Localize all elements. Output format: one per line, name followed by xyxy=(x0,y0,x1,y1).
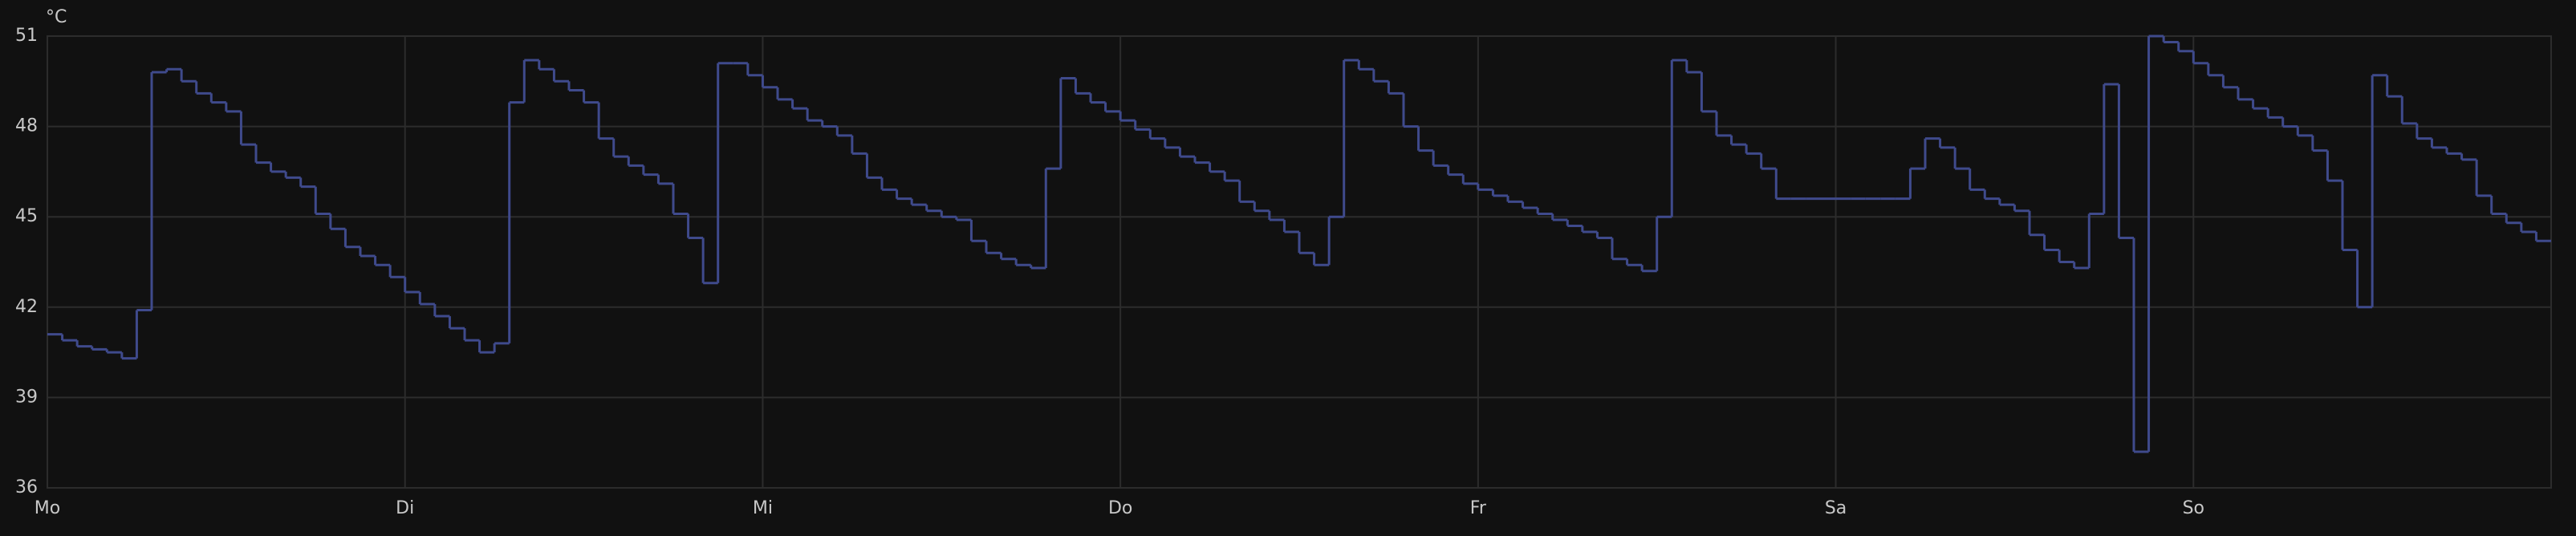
y-tick-label: 51 xyxy=(15,26,38,46)
y-tick-label: 36 xyxy=(15,477,38,497)
y-tick-label: 42 xyxy=(15,297,38,317)
y-tick-label: 45 xyxy=(15,206,38,226)
x-tick-label: Fr xyxy=(1470,498,1487,518)
y-tick-label: 39 xyxy=(15,387,38,407)
y-tick-label: 48 xyxy=(15,116,38,136)
x-tick-label: Do xyxy=(1108,498,1132,518)
x-tick-label: Mi xyxy=(753,498,773,518)
x-tick-label: Di xyxy=(396,498,414,518)
y-axis-unit: °C xyxy=(46,7,67,27)
x-tick-label: Mo xyxy=(35,498,60,518)
plot-frame xyxy=(47,35,2552,489)
x-tick-label: So xyxy=(2183,498,2204,518)
x-tick-label: Sa xyxy=(1825,498,1847,518)
